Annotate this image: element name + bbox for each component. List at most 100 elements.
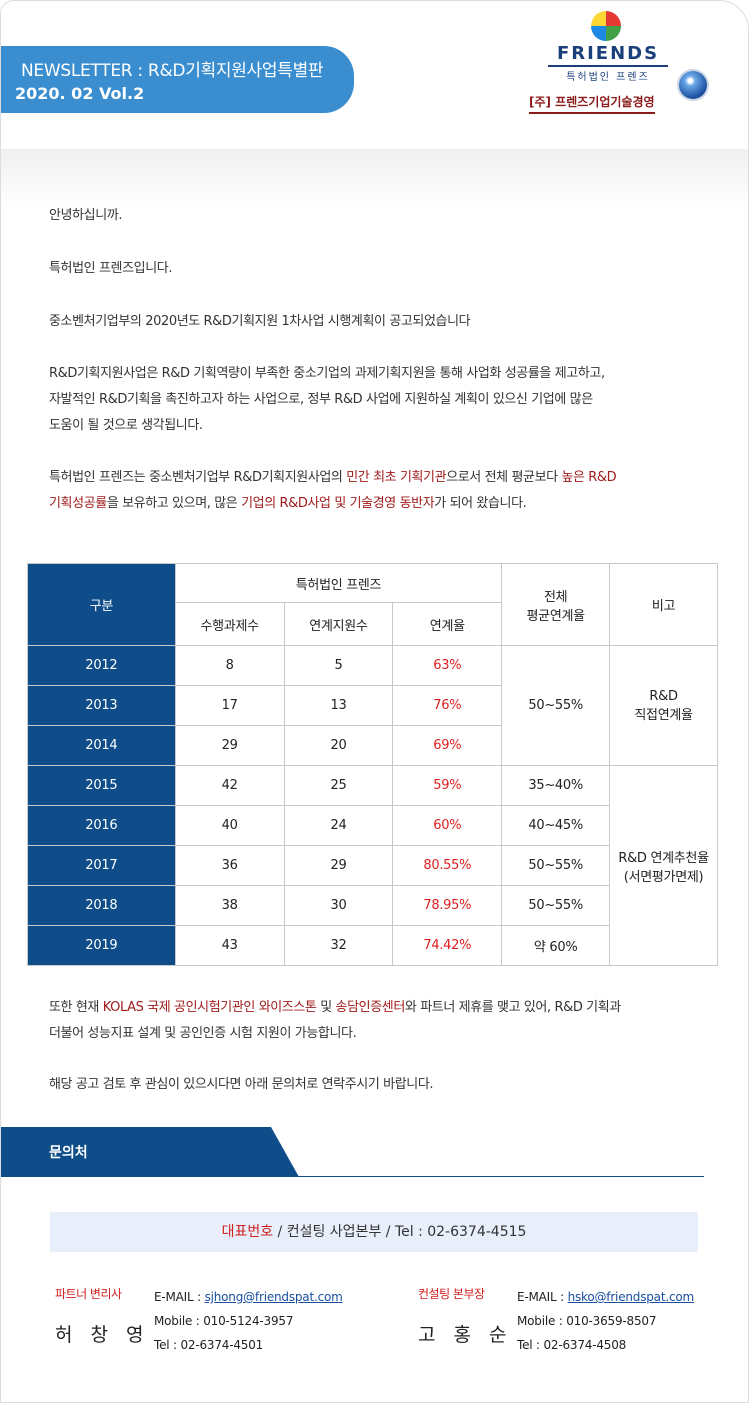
year-cell: 2018 bbox=[27, 885, 176, 926]
paragraph-text: 더불어 성능지표 설계 및 공인인증 시험 지원이 가능합니다. bbox=[49, 1026, 357, 1041]
newsletter-header: NEWSLETTER : R&D기획지원사업특별판 2020. 02 Vol.2… bbox=[1, 1, 748, 149]
highlight-text: 높은 R&D bbox=[561, 470, 617, 485]
contact-section-tab: 문의처 bbox=[1, 1127, 299, 1177]
linked-cell: 29 bbox=[283, 845, 394, 886]
contact-heading: 문의처 bbox=[49, 1145, 88, 1161]
paragraph-text: 및 bbox=[316, 1000, 336, 1015]
paragraph-text: 와 파트너 제휴를 맺고 있어, R&D 기획과 bbox=[404, 1000, 621, 1015]
highlight-text: 기업의 R&D사업 및 기술경영 동반자 bbox=[241, 496, 435, 511]
tel-number: Tel : 02-6374-4501 bbox=[154, 1338, 264, 1352]
table-row: 2015 42 25 59% 35~40% R&D 연계추천율 (서면평가면제) bbox=[27, 765, 718, 966]
table-row: 2018 38 30 78.95% 50~55% bbox=[27, 885, 718, 926]
header-category: 구분 bbox=[27, 563, 176, 646]
company-name: [주] 프렌즈기업기술경영 bbox=[529, 93, 655, 114]
logo-wordmark: FRIENDS bbox=[556, 43, 660, 64]
average-cell: 35~40% bbox=[501, 765, 611, 806]
average-cell: 50~55% bbox=[501, 845, 611, 886]
tasks-cell: 17 bbox=[174, 685, 285, 726]
phone-label: 대표번호 bbox=[221, 1224, 274, 1240]
paragraph-text: 으로서 전체 평균보다 bbox=[446, 470, 562, 485]
highlight-text: 민간 최초 기획기관 bbox=[346, 470, 447, 485]
rate-cell: 63% bbox=[392, 645, 503, 686]
average-cell: 40~45% bbox=[501, 805, 611, 846]
tasks-cell: 29 bbox=[174, 725, 285, 766]
header-tasks: 수행과제수 bbox=[174, 602, 285, 646]
linked-cell: 20 bbox=[283, 725, 394, 766]
closing-text: 해당 공고 검토 후 관심이 있으시다면 아래 문의처로 연락주시기 바랍니다. bbox=[49, 1077, 434, 1092]
paragraph-line: 자발적인 R&D기획을 촉진하고자 하는 사업으로, 정부 R&D 사업에 지원… bbox=[49, 392, 593, 407]
tasks-cell: 43 bbox=[174, 925, 285, 966]
year-cell: 2017 bbox=[27, 845, 176, 886]
rate-cell: 76% bbox=[392, 685, 503, 726]
highlight-text: 기획성공률 bbox=[49, 496, 107, 511]
paragraph-line: R&D기획지원사업은 R&D 기획역량이 부족한 중소기업의 과제기획지원을 통… bbox=[49, 366, 605, 381]
tasks-cell: 8 bbox=[174, 645, 285, 686]
year-cell: 2012 bbox=[27, 645, 176, 686]
year-cell: 2014 bbox=[27, 725, 176, 766]
contact-details: E-MAIL : hsko@friendspat.com Mobile : 01… bbox=[517, 1285, 694, 1357]
linked-cell: 25 bbox=[283, 765, 394, 806]
table-row: 2012 8 5 63% 50~55% R&D 직접연계율 bbox=[27, 645, 718, 766]
highlight-text: KOLAS 국제 공인시험기관인 와이즈스톤 bbox=[102, 1000, 317, 1015]
tasks-cell: 38 bbox=[174, 885, 285, 926]
tasks-cell: 36 bbox=[174, 845, 285, 886]
mobile-number: Mobile : 010-3659-8507 bbox=[517, 1314, 657, 1328]
linked-cell: 30 bbox=[283, 885, 394, 926]
mobile-number: Mobile : 010-5124-3957 bbox=[154, 1314, 294, 1328]
email-label: E-MAIL : bbox=[517, 1290, 568, 1304]
phone-number: Tel : 02-6374-4515 bbox=[394, 1224, 527, 1240]
contact-details: E-MAIL : sjhong@friendspat.com Mobile : … bbox=[154, 1285, 343, 1357]
rate-cell: 59% bbox=[392, 765, 503, 806]
tasks-cell: 40 bbox=[174, 805, 285, 846]
performance-table: 구분 특허법인 프렌즈 전체 평균연계율 비고 수행과제수 연계지원수 연계율 2… bbox=[27, 563, 718, 966]
email-label: E-MAIL : bbox=[154, 1290, 205, 1304]
rate-cell: 69% bbox=[392, 725, 503, 766]
sender-text: 특허법인 프렌즈입니다. bbox=[49, 261, 173, 276]
rate-cell: 80.55% bbox=[392, 845, 503, 886]
contact-person: 파트너 변리사 허 창 영 bbox=[55, 1285, 150, 1347]
year-cell: 2019 bbox=[27, 925, 176, 966]
year-cell: 2013 bbox=[27, 685, 176, 726]
email-link[interactable]: sjhong@friendspat.com bbox=[204, 1290, 343, 1304]
newsletter-title: NEWSLETTER : R&D기획지원사업특별판 bbox=[21, 61, 324, 81]
greeting-text: 안녕하십니까. bbox=[49, 208, 123, 223]
main-phone-bar: 대표번호 / 컨설팅 사업본부 / Tel : 02-6374-4515 bbox=[50, 1212, 698, 1252]
paragraph-text: 가 되어 왔습니다. bbox=[434, 496, 527, 511]
program-description: R&D기획지원사업은 R&D 기획역량이 부족한 중소기업의 과제기획지원을 통… bbox=[49, 361, 699, 439]
linked-cell: 13 bbox=[283, 685, 394, 726]
header-note: 비고 bbox=[609, 563, 718, 646]
note-cell: R&D 연계추천율 (서면평가면제) bbox=[609, 765, 718, 966]
tel-number: Tel : 02-6374-4508 bbox=[517, 1338, 627, 1352]
paragraph-text: 을 보유하고 있으며, 많은 bbox=[106, 496, 242, 511]
rate-cell: 78.95% bbox=[392, 885, 503, 926]
contact-person: 컨설팅 본부장 고 홍 순 bbox=[418, 1285, 513, 1347]
email-link[interactable]: hsko@friendspat.com bbox=[567, 1290, 695, 1304]
company-logo: FRIENDS 특허법인 프렌즈 [주] 프렌즈기업기술경영 bbox=[529, 9, 716, 119]
globe-icon bbox=[679, 71, 707, 99]
person-name: 허 창 영 bbox=[55, 1324, 150, 1346]
linked-cell: 24 bbox=[283, 805, 394, 846]
header-linked: 연계지원수 bbox=[283, 602, 394, 646]
person-role: 컨설팅 본부장 bbox=[418, 1287, 485, 1301]
header-rate: 연계율 bbox=[392, 602, 503, 646]
company-description: 특허법인 프렌즈는 중소벤처기업부 R&D기획지원사업의 민간 최초 기획기관으… bbox=[49, 465, 699, 517]
year-cell: 2016 bbox=[27, 805, 176, 846]
logo-subtitle: 특허법인 프렌즈 bbox=[548, 65, 668, 83]
tasks-cell: 42 bbox=[174, 765, 285, 806]
contact-divider bbox=[291, 1176, 704, 1177]
person-name: 고 홍 순 bbox=[418, 1324, 513, 1346]
paragraph-text: 특허법인 프렌즈는 중소벤처기업부 R&D기획지원사업의 bbox=[49, 470, 347, 485]
announcement-text: 중소벤처기업부의 2020년도 R&D기획지원 1차사업 시행계획이 공고되었습… bbox=[49, 314, 471, 329]
average-cell: 약 60% bbox=[501, 925, 611, 966]
average-cell: 50~55% bbox=[501, 885, 611, 926]
header-group: 특허법인 프렌즈 bbox=[174, 563, 503, 603]
rate-cell: 60% bbox=[392, 805, 503, 846]
linked-cell: 5 bbox=[283, 645, 394, 686]
year-cell: 2015 bbox=[27, 765, 176, 806]
paragraph-line: 도움이 될 것으로 생각됩니다. bbox=[49, 418, 203, 433]
rate-cell: 74.42% bbox=[392, 925, 503, 966]
newsletter-title-banner: NEWSLETTER : R&D기획지원사업특별판 2020. 02 Vol.2 bbox=[1, 46, 354, 113]
note-cell: R&D 직접연계율 bbox=[609, 645, 718, 766]
newsletter-issue: 2020. 02 Vol.2 bbox=[15, 84, 145, 103]
